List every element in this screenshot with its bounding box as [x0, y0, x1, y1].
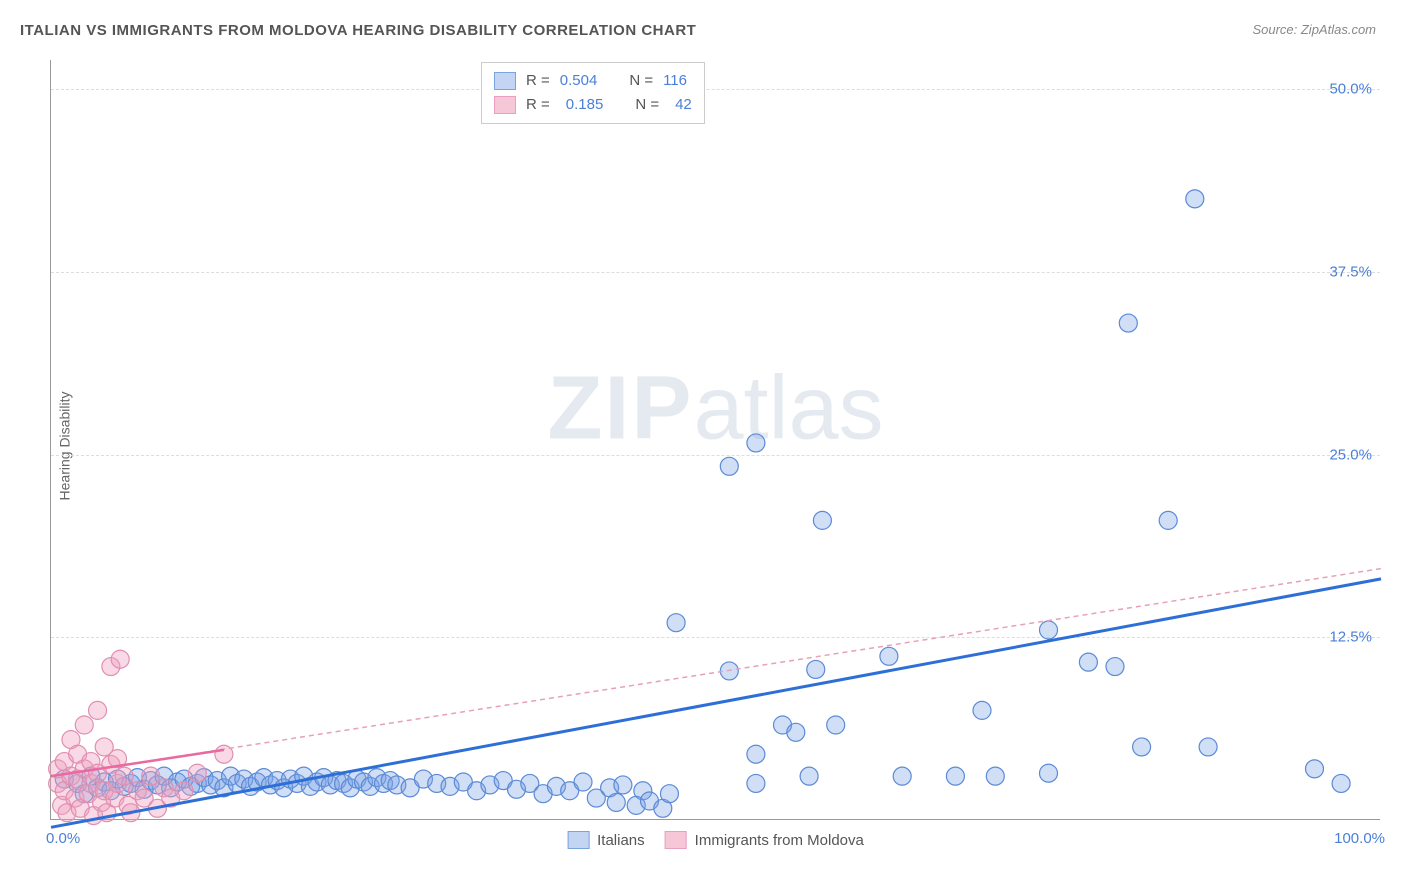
- data-point: [986, 767, 1004, 785]
- legend-swatch-italians: [567, 831, 589, 849]
- legend-label-moldova: Immigrants from Moldova: [695, 832, 864, 849]
- data-point: [115, 767, 133, 785]
- xtick-right: 100.0%: [1334, 830, 1385, 847]
- regression-line: [51, 579, 1381, 827]
- xtick-left: 0.0%: [46, 830, 80, 847]
- data-point: [807, 660, 825, 678]
- data-point: [880, 647, 898, 665]
- data-point: [1159, 511, 1177, 529]
- data-point: [813, 511, 831, 529]
- data-point: [111, 650, 129, 668]
- legend-item-moldova: Immigrants from Moldova: [665, 831, 864, 849]
- data-point: [1186, 190, 1204, 208]
- legend-item-italians: Italians: [567, 831, 645, 849]
- data-point: [660, 785, 678, 803]
- data-point: [89, 701, 107, 719]
- legend-swatch-moldova: [665, 831, 687, 849]
- data-point: [607, 793, 625, 811]
- data-point: [1106, 658, 1124, 676]
- data-point: [747, 774, 765, 792]
- data-point: [667, 614, 685, 632]
- data-point: [175, 782, 193, 800]
- regression-line: [51, 569, 1381, 777]
- data-point: [614, 776, 632, 794]
- data-point: [1306, 760, 1324, 778]
- data-point: [720, 457, 738, 475]
- data-point: [787, 723, 805, 741]
- data-point: [893, 767, 911, 785]
- data-point: [946, 767, 964, 785]
- chart-title: ITALIAN VS IMMIGRANTS FROM MOLDOVA HEARI…: [20, 22, 696, 39]
- data-point: [747, 745, 765, 763]
- data-point: [1199, 738, 1217, 756]
- data-point: [1133, 738, 1151, 756]
- data-point: [973, 701, 991, 719]
- data-point: [1332, 774, 1350, 792]
- data-point: [188, 764, 206, 782]
- series-legend: Italians Immigrants from Moldova: [567, 831, 864, 849]
- source-attribution: Source: ZipAtlas.com: [1252, 22, 1376, 37]
- data-point: [747, 434, 765, 452]
- legend-label-italians: Italians: [597, 832, 645, 849]
- data-point: [800, 767, 818, 785]
- scatter-svg: [51, 60, 1380, 819]
- data-point: [1040, 764, 1058, 782]
- data-point: [1040, 621, 1058, 639]
- data-point: [827, 716, 845, 734]
- plot-area: ZIPatlas 12.5%25.0%37.5%50.0% 0.0% 100.0…: [50, 60, 1380, 820]
- data-point: [574, 773, 592, 791]
- data-point: [75, 716, 93, 734]
- data-point: [1079, 653, 1097, 671]
- data-point: [1119, 314, 1137, 332]
